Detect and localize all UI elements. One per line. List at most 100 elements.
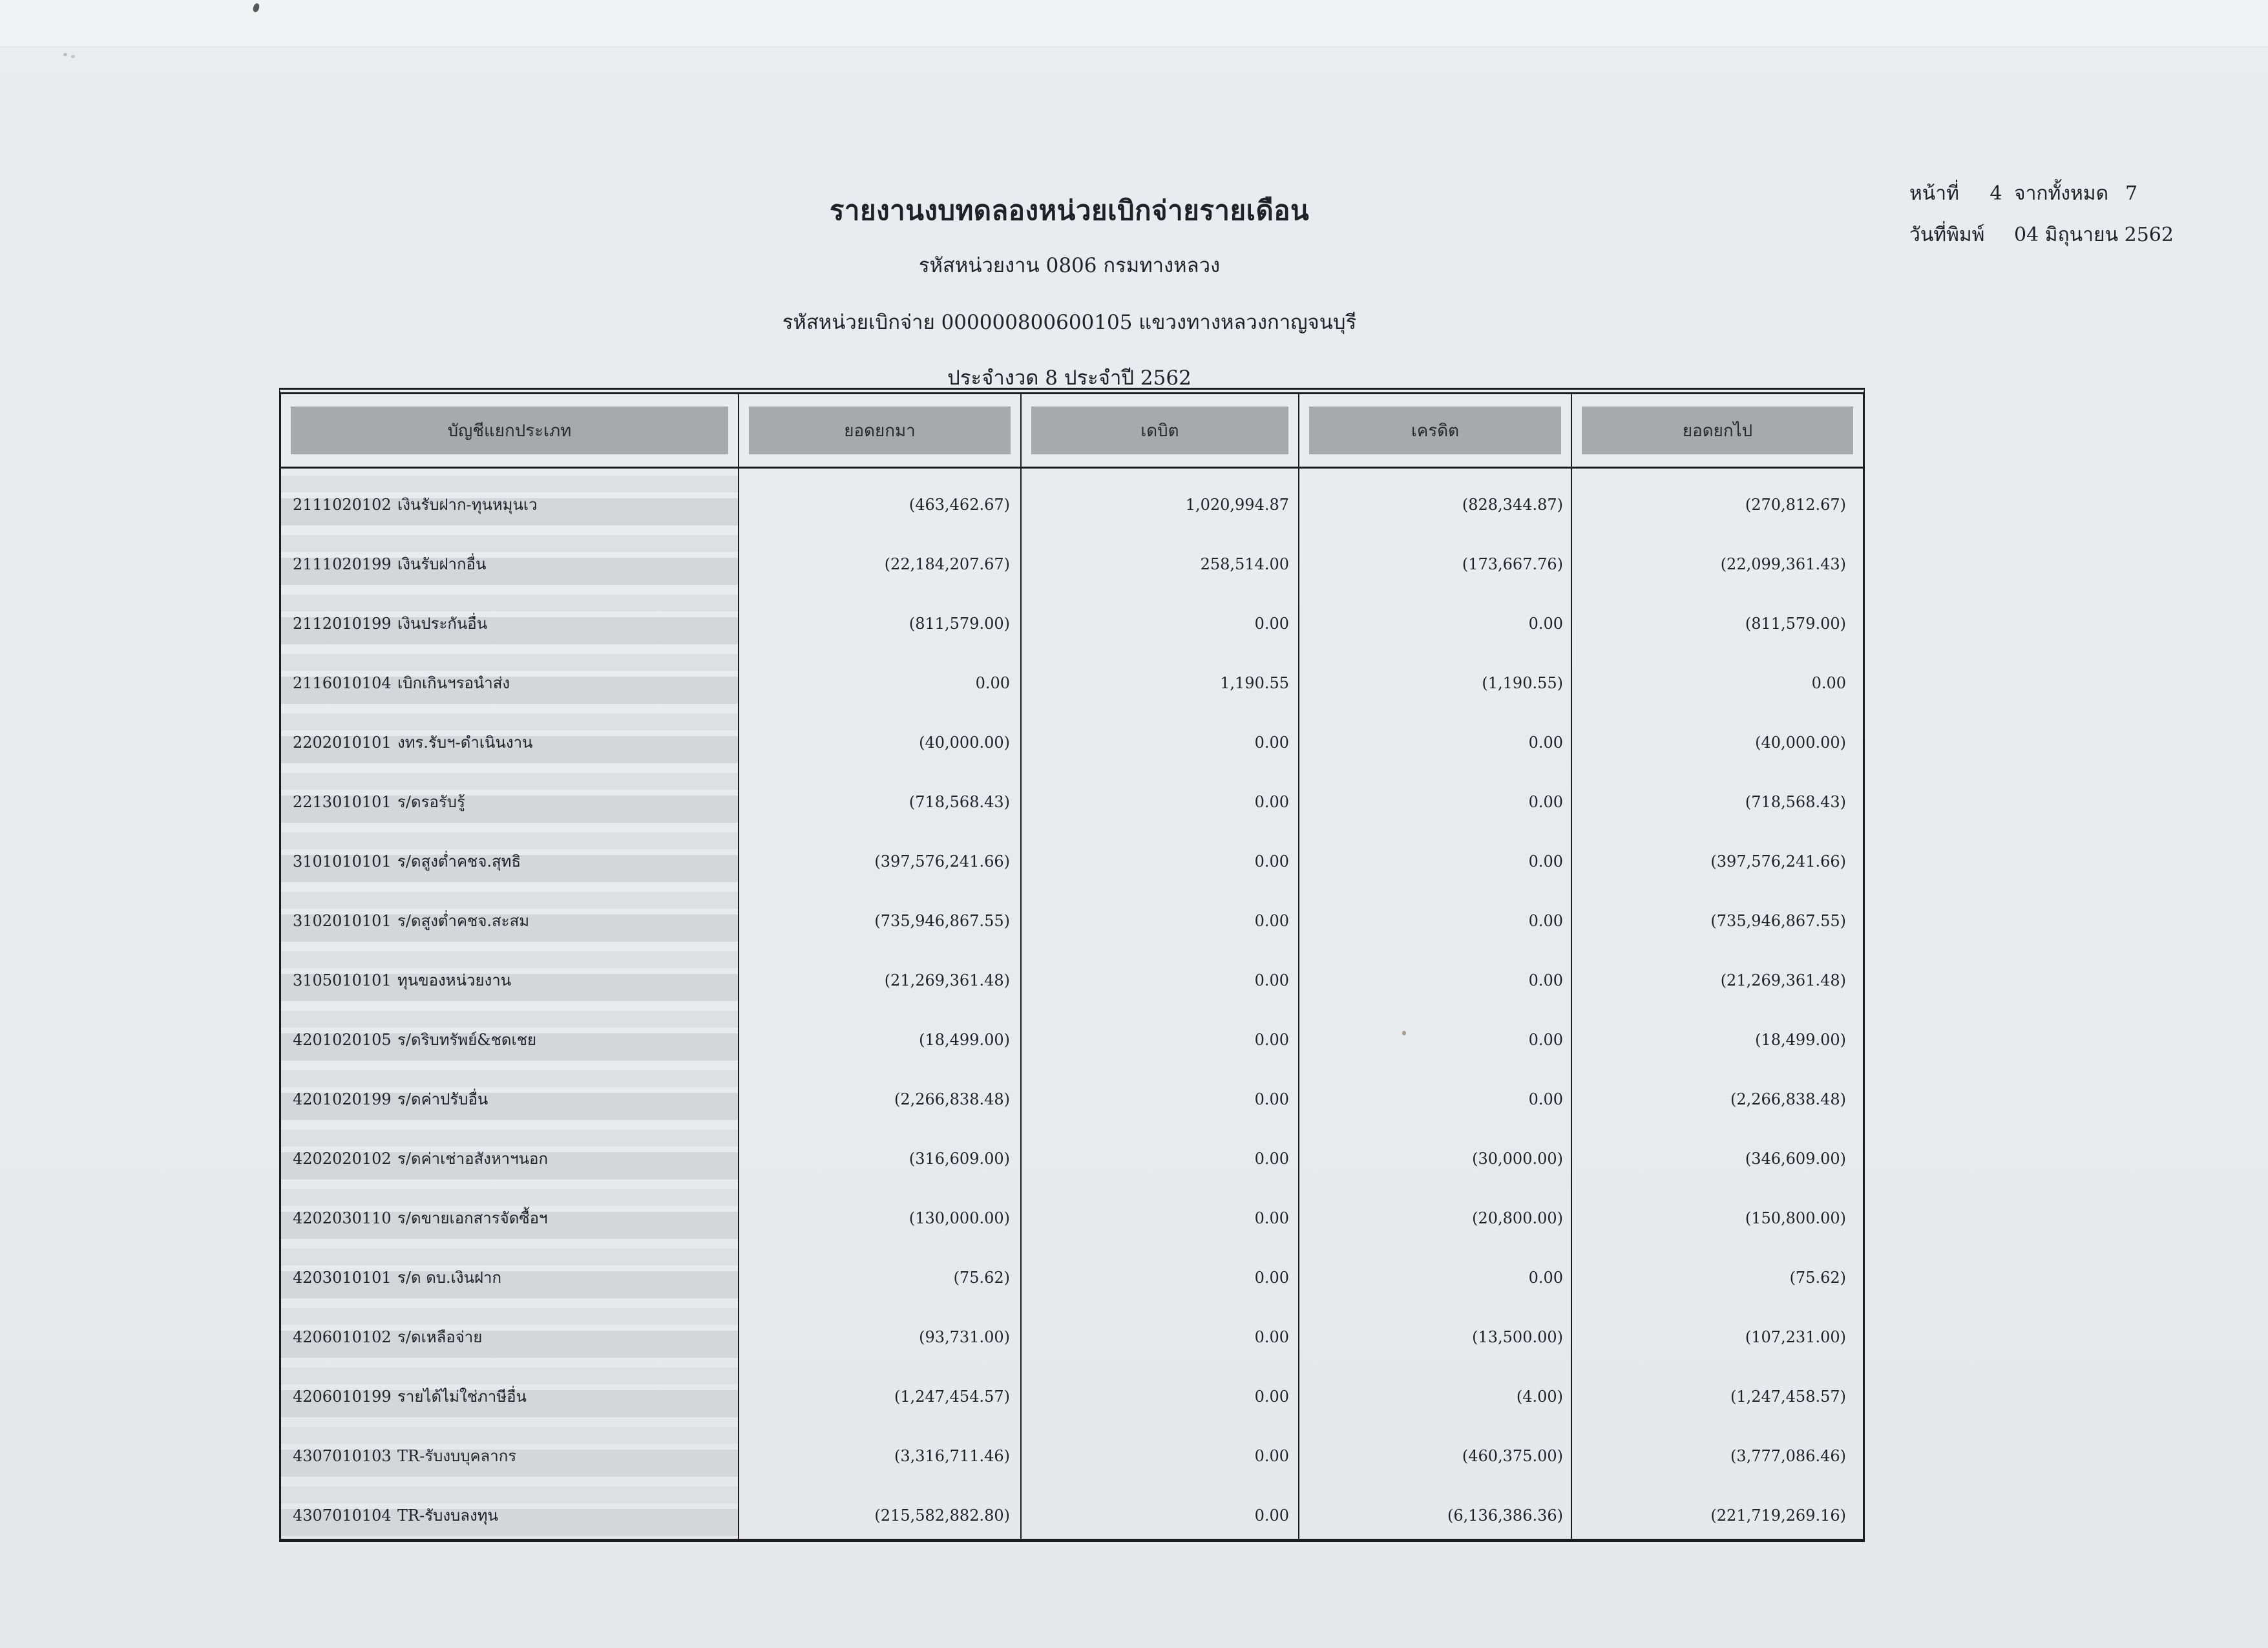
account-code: 4202030110 [293,1209,392,1227]
table-header-row: บัญชีแยกประเภท ยอดยกมา เดบิต เครดิต ยอดย… [281,394,1863,469]
report-title: รายงานงบทดลองหน่วยเบิกจ่ายรายเดือน [829,195,1310,226]
balance-brought-forward-cell: (215,582,882.80) [739,1479,1022,1539]
account-code: 4202020102 [293,1150,392,1168]
balance-brought-forward-cell: (21,269,361.48) [739,944,1022,1004]
balance-brought-forward-cell: (2,266,838.48) [739,1063,1022,1123]
total-pages: 7 [2125,182,2138,205]
balance-carried-forward-cell: (3,777,086.46) [1730,1446,1846,1465]
credit-cell: 0.00 [1299,1004,1572,1063]
table-header: บัญชีแยกประเภท ยอดยกมา เดบิต เครดิต ยอดย… [281,394,1863,469]
account-name: ร/ดขายเอกสารจัดซื้อฯ [397,1209,548,1227]
balance-brought-forward-cell: (735,946,867.55) [739,885,1022,944]
table-row: 4203010101 ร/ด ดบ.เงินฝาก (75.62) 0.00 0.00(… [281,1241,1863,1301]
print-date-line: วันที่พิมพ์ 04 มิถุนายน 2562 [1909,220,2174,250]
debit-cell: 0.00 [1022,1360,1299,1420]
debit-cell: 0.00 [1022,1123,1299,1182]
balance-brought-forward-cell: (93,731.00) [739,1301,1022,1360]
credit-cell: 0.00 [1299,885,1572,944]
account-name: ทุนของหน่วยงาน [397,971,512,989]
document-header: รายงานงบทดลองหน่วยเบิกจ่ายรายเดือน รหัสห… [0,189,2139,394]
scanner-paper-edge [0,0,2268,47]
debit-cell: 0.00 [1022,1420,1299,1479]
balance-carried-forward-cell: (22,099,361.43) [1720,555,1846,573]
account-name: รายได้ไม่ใช่ภาษีอื่น [397,1388,527,1406]
scan-speck [1402,1031,1406,1035]
debit-cell: 1,190.55 [1022,647,1299,706]
balance-carried-forward-cell: (107,231.00) [1745,1327,1846,1346]
print-date-label: วันที่พิมพ์ [1909,224,1985,246]
balance-carried-forward-cell: (18,499.00) [1755,1030,1846,1049]
credit-cell: (1,190.55) [1299,647,1572,706]
balance-carried-forward-cell: (811,579.00) [1745,614,1846,633]
account-cell: 2111020102 เงินรับฝาก-ทุนหมุนเว [281,469,739,528]
table-row: 4201020199 ร/ดค่าปรับอื่น (2,266,838.48) 0.… [281,1063,1863,1123]
table-row: 4202030110 ร/ดขายเอกสารจัดซื้อฯ (130,000.0… [281,1182,1863,1241]
account-cell: 4202030110 ร/ดขายเอกสารจัดซื้อฯ [281,1182,739,1241]
page-meta-block: หน้าที่ 4 จากทั้งหมด 7 วันที่พิมพ์ 04 มิ… [1909,178,2174,250]
debit-cell: 0.00 [1022,1241,1299,1301]
balance-brought-forward-cell: (397,576,241.66) [739,825,1022,885]
credit-cell: 0.00 [1299,1241,1572,1301]
column-header-brought-forward-label: ยอดยกมา [749,407,1011,454]
disbursement-unit-line: รหัสหน่วยเบิกจ่าย 000000800600105 แขวงทา… [782,311,1357,334]
account-code: 2116010104 [293,674,392,692]
table-row: 4206010102 ร/ดเหลือจ่าย (93,731.00) 0.00 (13… [281,1301,1863,1360]
account-code: 2202010101 [293,734,392,752]
balance-brought-forward-cell: (718,568.43) [739,766,1022,825]
account-code: 4307010103 [293,1447,392,1465]
debit-cell: 0.00 [1022,1063,1299,1123]
account-code: 4201020105 [293,1031,392,1049]
debit-cell: 0.00 [1022,1004,1299,1063]
agency-code-line: รหัสหน่วยงาน 0806 กรมทางหลวง [918,254,1221,277]
credit-cell: (173,667.76) [1299,528,1572,587]
total-pages-label: จากทั้งหมด [2014,182,2109,205]
debit-cell: 1,020,994.87 [1022,469,1299,528]
table-row: 4206010199 รายได้ไม่ใช่ภาษีอื่น (1,247,454… [281,1360,1863,1420]
balance-brought-forward-cell: 0.00 [739,647,1022,706]
scan-speck [63,53,67,56]
credit-cell: 0.00 [1299,706,1572,766]
credit-cell: 0.00 [1299,944,1572,1004]
trial-balance-table: บัญชีแยกประเภท ยอดยกมา เดบิต เครดิต ยอดย… [279,388,1865,1542]
page-number-line: หน้าที่ 4 จากทั้งหมด 7 [1909,178,2174,209]
credit-cell: 0.00 [1299,587,1572,647]
account-cell: 4201020105 ร/ดริบทรัพย์&ชดเชย [281,1004,739,1063]
account-name: เบิกเกินฯรอนำส่ง [397,674,510,692]
account-name: ร/ดสูงต่ำคชจ.สุทธิ [397,852,521,871]
account-name: TR-รับงบบุคลากร [397,1447,517,1465]
debit-cell: 0.00 [1022,1479,1299,1539]
table-row: 2112010199 เงินประกันอื่น (811,579.00) 0.00… [281,587,1863,647]
credit-cell: 0.00 [1299,825,1572,885]
balance-brought-forward-cell: (75.62) [739,1241,1022,1301]
account-cell: 2116010104 เบิกเกินฯรอนำส่ง [281,647,739,706]
table-row: 3102010101 ร/ดสูงต่ำคชจ.สะสม (735,946,867.… [281,885,1863,944]
table-row: 2116010104 เบิกเกินฯรอนำส่ง 0.00 1,190.55 (1… [281,647,1863,706]
credit-cell: (828,344.87) [1299,469,1572,528]
debit-cell: 0.00 [1022,1182,1299,1241]
account-cell: 4202020102 ร/ดค่าเช่าอสังหาฯนอก [281,1123,739,1182]
column-header-carried-forward-label: ยอดยกไป [1582,407,1853,454]
balance-brought-forward-cell: (130,000.00) [739,1182,1022,1241]
account-cell: 2112010199 เงินประกันอื่น [281,587,739,647]
print-date: 04 มิถุนายน 2562 [2014,224,2174,246]
column-header-debit-label: เดบิต [1031,407,1288,454]
balance-brought-forward-cell: (18,499.00) [739,1004,1022,1063]
table-row: 2202010101 งทร.รับฯ-ดำเนินงาน (40,000.00) 0… [281,706,1863,766]
table-body: 2111020102 เงินรับฝาก-ทุนหมุนเว (463,462.6… [281,469,1863,1539]
column-header-credit: เครดิต [1299,394,1572,469]
balance-carried-forward-cell: (2,266,838.48) [1730,1090,1846,1108]
balance-brought-forward-cell: (463,462.67) [739,469,1022,528]
column-header-debit: เดบิต [1022,394,1299,469]
debit-cell: 0.00 [1022,885,1299,944]
table-row: 3101010101 ร/ดสูงต่ำคชจ.สุทธิ (397,576,241… [281,825,1863,885]
account-name: งทร.รับฯ-ดำเนินงาน [397,734,533,752]
account-cell: 4201020199 ร/ดค่าปรับอื่น [281,1063,739,1123]
table-row: 4307010104 TR-รับงบลงทุน (215,582,882.80) 0… [281,1479,1863,1539]
table-row: 4307010103 TR-รับงบบุคลากร (3,316,711.46) 0… [281,1420,1863,1479]
account-code: 4307010104 [293,1506,392,1525]
column-header-credit-label: เครดิต [1309,407,1561,454]
debit-cell: 0.00 [1022,587,1299,647]
table-row: 2213010101 ร/ดรอรับรู้ (718,568.43) 0.00 0.0… [281,766,1863,825]
column-header-account: บัญชีแยกประเภท [281,394,739,469]
